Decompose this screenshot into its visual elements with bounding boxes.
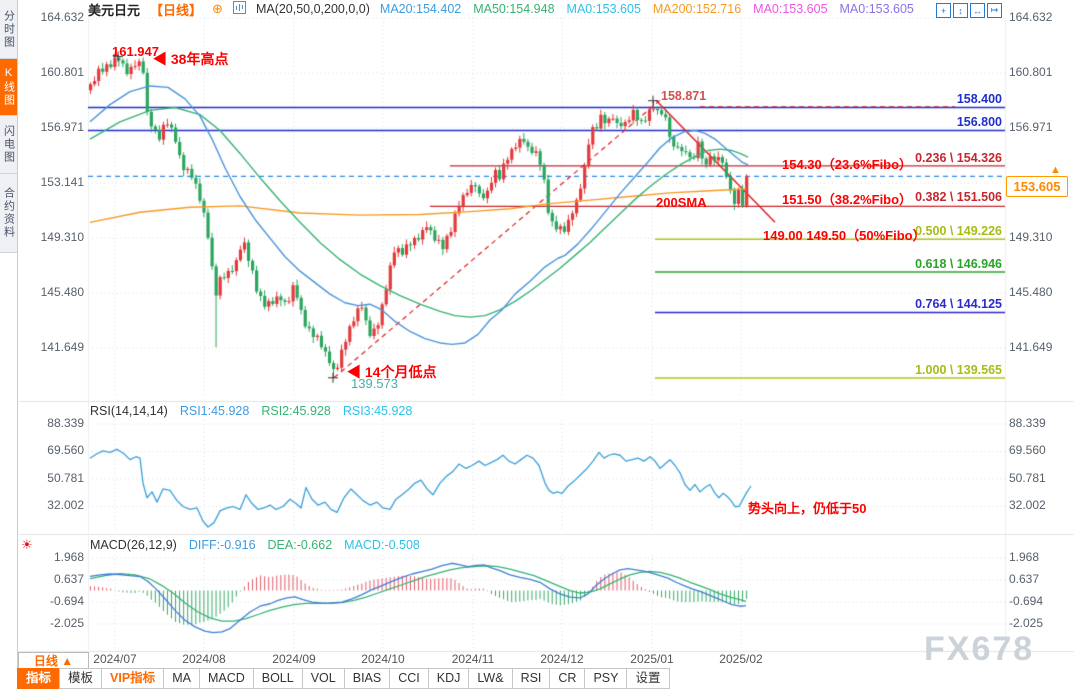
period-title[interactable]: 【日线】 [150,2,203,18]
watermark: FX678 [924,630,1035,668]
macd-header: MACD(26,12,9) DIFF:-0.916 DEA:-0.662 MACD:… [90,538,420,552]
indicator-value: DEA:-0.662 [267,538,333,552]
ma-value: MA0:153.605 [566,2,641,16]
sidebar-item-1[interactable]: K线图 [0,59,17,116]
sidebar-item-0[interactable]: 分时图 [0,0,17,59]
ma-value: MA0:153.605 [839,2,914,16]
toolbar-tab-CR[interactable]: CR [549,668,586,689]
current-price-badge: 153.605 [1006,176,1068,197]
ma-value: MA20:154.402 [379,2,462,16]
sidebar-item-2[interactable]: 闪电图 [0,116,17,174]
period-selector-button[interactable]: 日线 ▲ [18,652,89,669]
time-axis-label: 2024/10 [361,652,405,666]
indicator-value: RSI1:45.928 [179,404,250,418]
toolbar-tab-VOL[interactable]: VOL [301,668,345,689]
toolbar-tab-MA[interactable]: MA [163,668,200,689]
toolbar-tab-模板[interactable]: 模板 [59,668,103,689]
toolbar-tab-PSY[interactable]: PSY [584,668,628,689]
toolbar-tab-LW&[interactable]: LW& [468,668,513,689]
toolbar-tab-BOLL[interactable]: BOLL [252,668,303,689]
toolbar-tab-BIAS[interactable]: BIAS [343,668,391,689]
time-axis-label: 2025/01 [630,652,674,666]
rsi-header: RSI(14,14,14) RSI1:45.928 RSI2:45.928 RSI3… [90,404,412,418]
ma-value: MA200:152.716 [652,2,742,16]
toolbar-tab-CCI[interactable]: CCI [389,668,429,689]
chart-header: 美元日元 【日线】 ⊕ MA(20,50,0,200,0,0) MA20:154… [88,1,914,18]
symbol-title: 美元日元 [88,2,141,18]
toolbar-tab-KDJ[interactable]: KDJ [427,668,470,689]
indicator-value: RSI2:45.928 [261,404,331,418]
shift-right-icon[interactable]: ↦ [987,3,1002,18]
rsi-title: RSI(14,14,14) [90,404,168,418]
scale-vertical-icon[interactable]: ↕ [953,3,968,18]
time-axis-label: 2025/02 [719,652,763,666]
indicator-value: DIFF:-0.916 [188,538,256,552]
indicator-toolbar: 指标 模板 VIP指标 MA MACD BOLL VOL BIAS CCI KDJ LW& RSI CR… [17,668,670,689]
pan-icon[interactable]: + [936,3,951,18]
ma-value: MA0:153.605 [753,2,828,16]
toolbar-tab-指标[interactable]: 指标 [17,668,61,689]
kline-icon [232,1,246,17]
macd-title: MACD(26,12,9) [90,538,177,552]
chart-corner-tools: + ↕ ↔ ↦ [936,3,1002,18]
scale-horizontal-icon[interactable]: ↔ [970,3,985,18]
time-axis-label: 2024/11 [451,652,495,666]
ma-settings-label: MA(20,50,0,200,0,0) [255,2,370,16]
time-axis-label: 2024/09 [272,652,316,666]
left-sidebar: 分时图 K线图 闪电图 合约资料 [0,0,18,689]
add-icon[interactable]: ⊕ [212,1,223,16]
hot-icon: ☀ [21,537,33,552]
sidebar-item-3[interactable]: 合约资料 [0,174,17,253]
time-axis-label: 2024/07 [93,652,137,666]
indicator-value: MACD:-0.508 [344,538,420,552]
time-axis-label: 2024/08 [182,652,226,666]
indicator-value: RSI3:45.928 [342,404,413,418]
toolbar-tab-VIP指标[interactable]: VIP指标 [101,668,165,689]
toolbar-tab-MACD[interactable]: MACD [198,668,254,689]
toolbar-tab-RSI[interactable]: RSI [511,668,551,689]
ma-values-legend: MA20:154.402 MA50:154.948 MA0:153.605 MA200… [380,2,914,16]
ma-value: MA50:154.948 [473,2,555,16]
time-axis-label: 2024/12 [540,652,584,666]
toolbar-tab-设置[interactable]: 设置 [626,668,670,689]
